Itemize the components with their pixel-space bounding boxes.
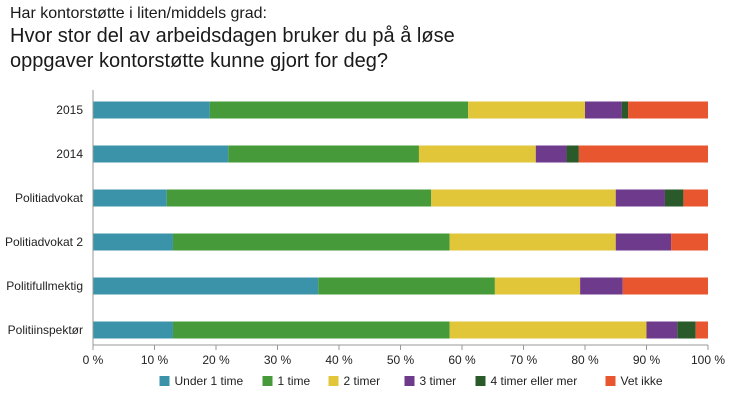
legend-swatch-5 xyxy=(605,376,616,386)
bar-segment-0-1 xyxy=(209,101,469,119)
bar-segment-2-2 xyxy=(431,189,616,207)
legend-label-5: Vet ikke xyxy=(621,374,663,388)
legend-swatch-0 xyxy=(159,376,170,386)
bar-segment-3-2 xyxy=(449,233,616,251)
bar-segment-3-1 xyxy=(172,233,450,251)
bar-segment-4-1 xyxy=(318,277,495,295)
bar-segment-1-2 xyxy=(418,145,536,163)
bar-segment-2-4 xyxy=(664,189,684,207)
chart-subtitle: Har kontorstøtte i liten/middels grad: xyxy=(10,5,267,22)
chart-title-line-2: oppgaver kontorstøtte kunne gjort for de… xyxy=(10,50,389,72)
x-tick-label: 20 % xyxy=(202,353,230,367)
bar-segment-0-4 xyxy=(621,101,629,119)
bar-segment-2-1 xyxy=(166,189,432,207)
bar-segment-2-3 xyxy=(615,189,665,207)
x-tick-label: 50 % xyxy=(387,353,415,367)
bar-segment-3-5 xyxy=(671,233,708,251)
x-tick-label: 0 % xyxy=(83,353,104,367)
bar-segment-1-3 xyxy=(535,145,567,163)
category-labels: 2015 2014 Politiadvokat Politiadvokat 2 Poli… xyxy=(5,103,84,337)
title-block: Har kontorstøtte i liten/middels grad: H… xyxy=(10,4,455,74)
bar-segment-3-0 xyxy=(93,233,173,251)
chart-title-line-1: Hvor stor del av arbeidsdagen bruker du … xyxy=(10,25,455,47)
bar-segment-3-3 xyxy=(615,233,672,251)
bar-segment-4-5 xyxy=(622,277,708,295)
bar-segment-5-1 xyxy=(172,321,450,339)
category-label: Politiinspektør xyxy=(8,323,83,337)
category-label: Politiadvokat 2 xyxy=(5,235,83,249)
bar-segment-0-5 xyxy=(628,101,708,119)
category-label: 2015 xyxy=(56,103,83,117)
category-label: Politifullmektig xyxy=(6,279,83,293)
x-tick-label: 60 % xyxy=(448,353,476,367)
x-tick-label: 40 % xyxy=(325,353,353,367)
bar-segment-0-3 xyxy=(585,101,622,119)
bar-segment-4-3 xyxy=(580,277,623,295)
category-label: 2014 xyxy=(56,147,83,161)
legend-label-0: Under 1 time xyxy=(175,374,244,388)
legend-swatch-4 xyxy=(475,376,486,386)
bars-layer xyxy=(93,101,708,339)
bar-segment-0-2 xyxy=(468,101,585,119)
x-tick-label: 30 % xyxy=(264,353,292,367)
bar-segment-2-5 xyxy=(683,189,708,207)
x-tick-label: 10 % xyxy=(141,353,169,367)
legend-label-1: 1 time xyxy=(278,374,311,388)
legend-swatch-2 xyxy=(328,376,339,386)
bar-segment-5-0 xyxy=(93,321,173,339)
legend-label-2: 2 timer xyxy=(344,374,381,388)
x-tick-label: 100 % xyxy=(691,353,725,367)
legend: Under 1 time 1 time 2 timer 3 timer 4 timer … xyxy=(159,374,663,388)
legend-label-3: 3 timer xyxy=(420,374,457,388)
bar-segment-5-4 xyxy=(677,321,696,339)
x-tick-label: 70 % xyxy=(510,353,538,367)
bar-segment-4-2 xyxy=(494,277,581,295)
bar-segment-2-0 xyxy=(93,189,167,207)
legend-label-4: 4 timer eller mer xyxy=(491,374,578,388)
x-tick-label: 80 % xyxy=(571,353,599,367)
legend-swatch-3 xyxy=(404,376,415,386)
x-tick-label: 90 % xyxy=(633,353,661,367)
bar-segment-4-0 xyxy=(93,277,319,295)
x-axis: 0 % 10 % 20 % 30 % 40 % 50 % 60 % 70 % 80 % 90 % 1… xyxy=(83,90,725,367)
bar-segment-1-4 xyxy=(566,145,579,163)
bar-segment-1-0 xyxy=(93,145,229,163)
legend-swatch-1 xyxy=(262,376,273,386)
bar-segment-5-2 xyxy=(449,321,647,339)
bar-segment-1-1 xyxy=(228,145,419,163)
bar-segment-5-3 xyxy=(646,321,678,339)
bar-segment-5-5 xyxy=(695,321,708,339)
bar-segment-1-5 xyxy=(578,145,708,163)
category-label: Politiadvokat xyxy=(15,191,84,205)
bar-segment-0-0 xyxy=(93,101,210,119)
